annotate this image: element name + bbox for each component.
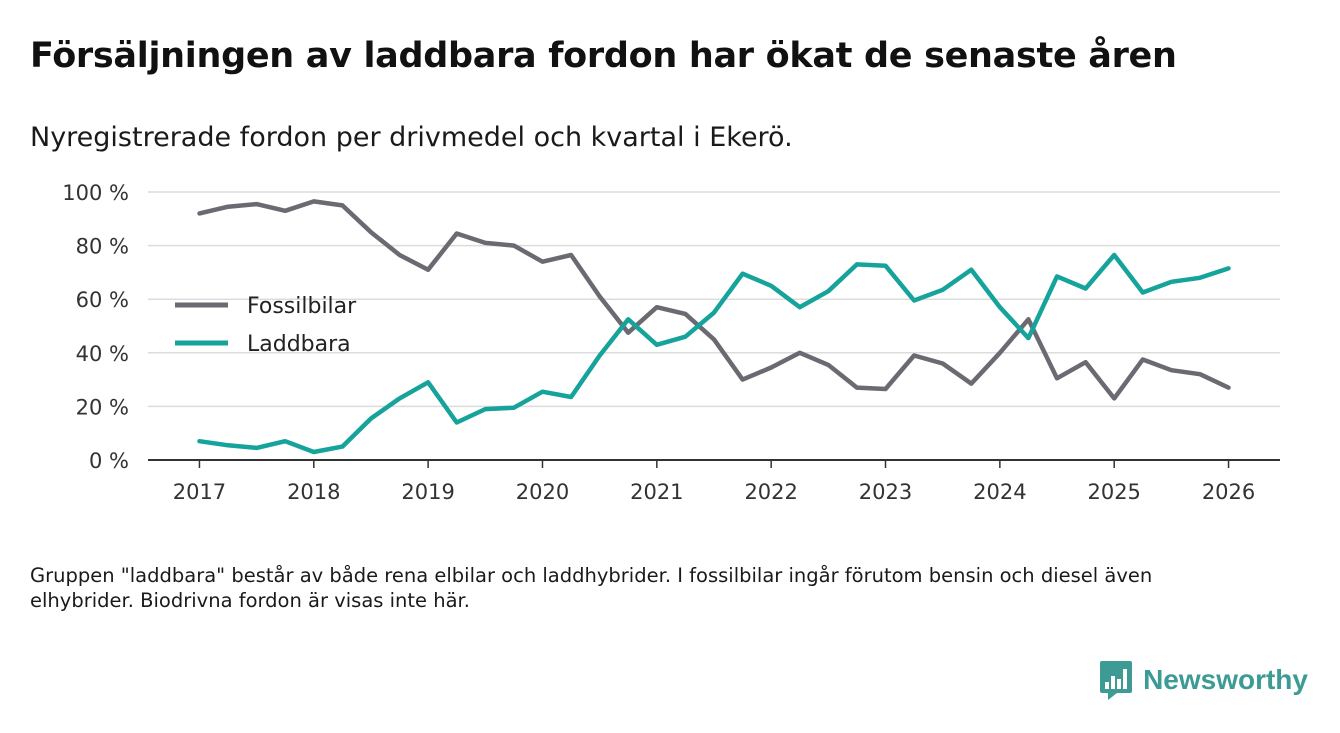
y-tick-label: 40 % — [76, 342, 129, 366]
series-lines — [197, 199, 1231, 455]
y-tick-label: 80 % — [76, 235, 129, 259]
legend-label-laddbara: Laddbara — [247, 332, 351, 357]
y-axis-ticks: 0 % 20 % 40 % 60 % 80 % 100 % — [62, 181, 129, 473]
grid-lines — [148, 191, 1280, 461]
x-tick-label: 2022 — [744, 480, 797, 504]
line-chart: 0 % 20 % 40 % 60 % 80 % 100 % 2017 2018 2019 202… — [62, 181, 1280, 504]
x-axis-ticks: 2017 2018 2019 2020 2021 2022 2023 2024 2025 2026 — [173, 460, 1255, 504]
x-tick-label: 2018 — [287, 480, 340, 504]
y-tick-label: 60 % — [76, 288, 129, 312]
chart-title: Försäljningen av laddbara fordon har öka… — [30, 36, 1177, 76]
x-tick-label: 2017 — [173, 480, 226, 504]
x-tick-label: 2020 — [516, 480, 569, 504]
series-line-fossilbilar — [197, 199, 1231, 401]
x-tick-label: 2025 — [1087, 480, 1140, 504]
y-tick-label: 20 % — [76, 395, 129, 419]
x-tick-label: 2021 — [630, 480, 683, 504]
y-tick-label: 0 % — [89, 449, 129, 473]
x-tick-label: 2026 — [1202, 480, 1255, 504]
legend: Fossilbilar Laddbara — [175, 294, 357, 357]
brand-name: Newsworthy — [1143, 664, 1308, 695]
legend-label-fossilbilar: Fossilbilar — [247, 294, 357, 319]
footnote: Gruppen "laddbara" består av både rena e… — [30, 564, 1153, 612]
chart-subtitle: Nyregistrerade fordon per drivmedel och … — [30, 122, 793, 153]
x-tick-label: 2023 — [859, 480, 912, 504]
bar-chart-speech-bubble-icon — [1100, 661, 1133, 700]
y-tick-label: 100 % — [62, 181, 129, 205]
brand-logo[interactable]: Newsworthy — [1099, 660, 1308, 700]
x-tick-label: 2024 — [973, 480, 1026, 504]
series-line-laddbara — [197, 252, 1231, 455]
x-tick-label: 2019 — [401, 480, 454, 504]
